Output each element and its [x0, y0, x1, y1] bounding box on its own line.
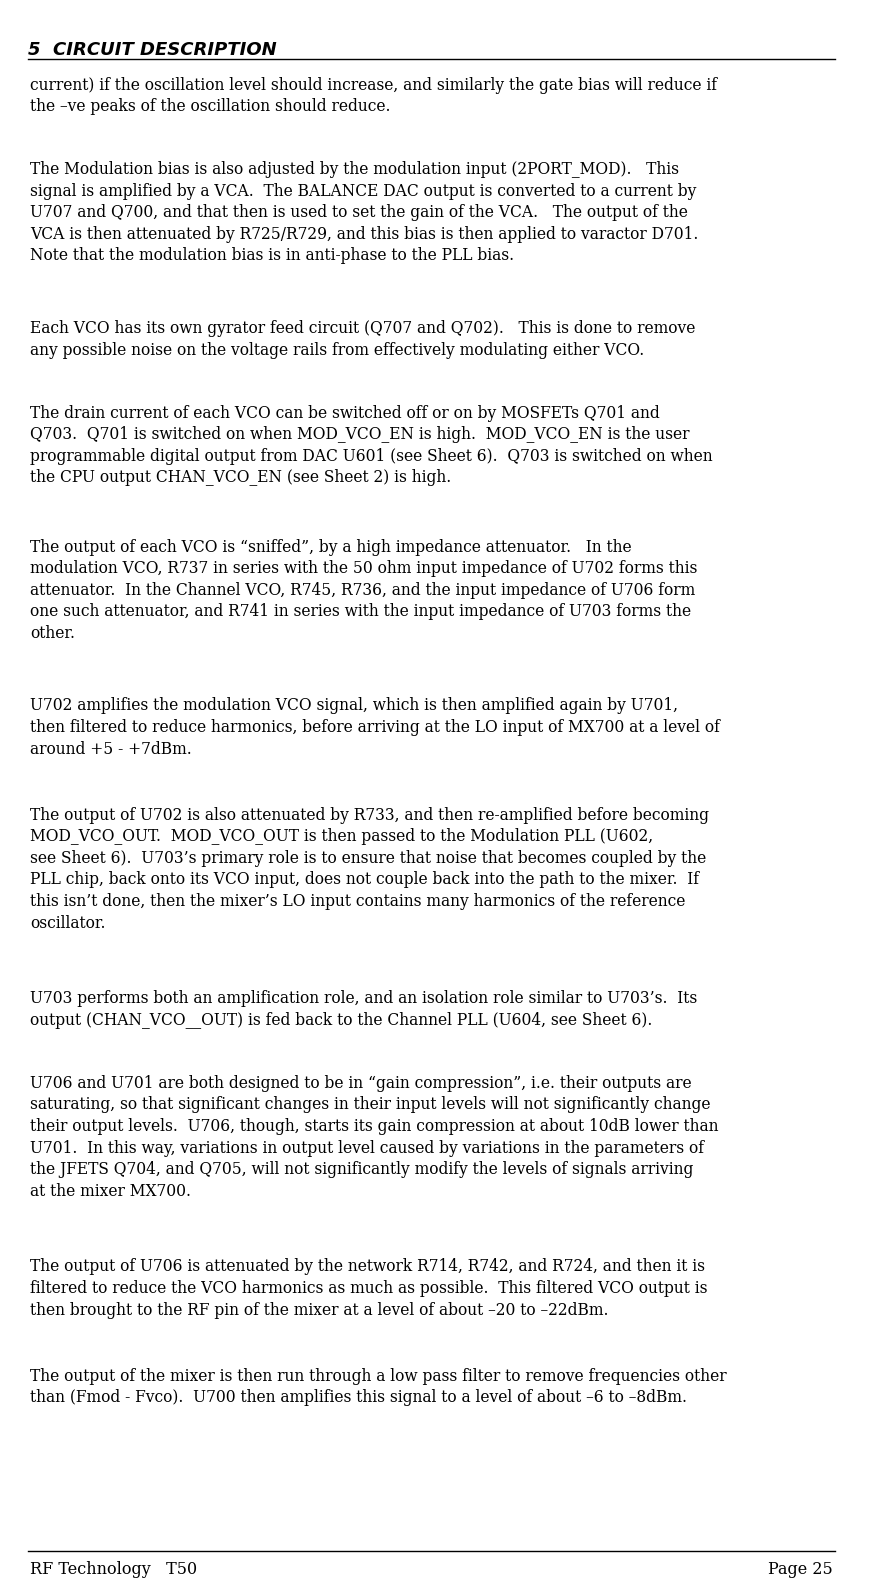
Text: U703 performs both an amplification role, and an isolation role similar to U703’: U703 performs both an amplification role…	[30, 991, 698, 1029]
Text: Each VCO has its own gyrator feed circuit (Q707 and Q702).   This is done to rem: Each VCO has its own gyrator feed circui…	[30, 321, 696, 359]
Text: The Modulation bias is also adjusted by the modulation input (2PORT_MOD).   This: The Modulation bias is also adjusted by …	[30, 161, 698, 265]
Text: The drain current of each VCO can be switched off or on by MOSFETs Q701 and
Q703: The drain current of each VCO can be swi…	[30, 405, 713, 487]
Text: The output of the mixer is then run through a low pass filter to remove frequenc: The output of the mixer is then run thro…	[30, 1368, 727, 1406]
Text: U706 and U701 are both designed to be in “gain compression”, i.e. their outputs : U706 and U701 are both designed to be in…	[30, 1076, 719, 1200]
Text: U702 amplifies the modulation VCO signal, which is then amplified again by U701,: U702 amplifies the modulation VCO signal…	[30, 697, 720, 758]
Text: Page 25: Page 25	[767, 1561, 832, 1578]
Text: The output of U706 is attenuated by the network R714, R742, and R724, and then i: The output of U706 is attenuated by the …	[30, 1259, 707, 1318]
Text: 5  CIRCUIT DESCRIPTION: 5 CIRCUIT DESCRIPTION	[28, 41, 277, 59]
Text: current) if the oscillation level should increase, and similarly the gate bias w: current) if the oscillation level should…	[30, 77, 717, 115]
Text: RF Technology   T50: RF Technology T50	[30, 1561, 197, 1578]
Text: The output of U702 is also attenuated by R733, and then re-amplified before beco: The output of U702 is also attenuated by…	[30, 808, 709, 932]
Text: The output of each VCO is “sniffed”, by a high impedance attenuator.   In the
mo: The output of each VCO is “sniffed”, by …	[30, 539, 698, 642]
